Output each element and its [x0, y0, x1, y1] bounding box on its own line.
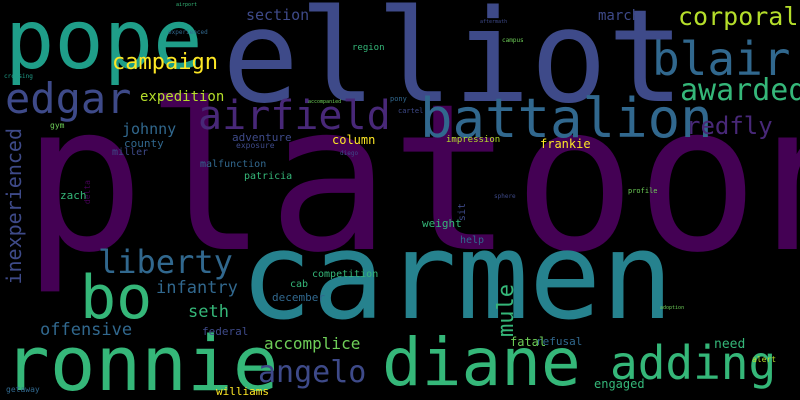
word-inexperienced: inexperienced [2, 128, 26, 285]
word-corporal: corporal [678, 2, 799, 31]
word-airfield: airfield [198, 93, 391, 139]
word-campus: campus [502, 37, 524, 44]
word-pony: pony [390, 95, 407, 103]
word-malfunction: malfunction [200, 159, 267, 170]
word-cartel: cartel [398, 107, 424, 115]
word-accompanied: accompanied [308, 99, 342, 105]
word-expedition: expedition [140, 89, 225, 105]
word-edgar: edgar [5, 74, 132, 123]
word-cab: cab [290, 279, 309, 290]
word-williams: williams [216, 385, 269, 398]
word-section: section [246, 6, 310, 24]
word-december: december [272, 291, 325, 304]
word-miller: miller [112, 147, 149, 158]
word-need: need [714, 337, 746, 352]
word-diego: diego [340, 150, 359, 157]
word-crossing: crossing [4, 73, 33, 80]
word-mule: mule [494, 284, 519, 337]
word-elliot: elliot [222, 0, 685, 132]
word-carmen: carmen [240, 208, 674, 347]
word-experienced: experienced [168, 29, 208, 36]
word-airport: airport [176, 2, 198, 8]
word-offensive: offensive [40, 320, 133, 340]
word-bo: bo [80, 263, 153, 333]
word-battalion: battalion [420, 87, 713, 150]
word-profile: profile [628, 187, 658, 195]
word-accomplice: accomplice [264, 334, 361, 353]
word-platoon: platoon [22, 61, 800, 298]
word-campaign: campaign [112, 50, 218, 75]
word-ronnie: ronnie [4, 319, 279, 400]
word-federal: federal [202, 325, 249, 338]
word-region: region [352, 43, 385, 53]
word-gym: gym [50, 121, 65, 130]
word-zach: zach [60, 189, 87, 202]
word-adventure: adventure [232, 131, 292, 144]
word-sphere: sphere [494, 193, 516, 200]
word-competition: competition [312, 269, 379, 280]
word-liberty: liberty [98, 243, 233, 281]
word-alert: alert [752, 355, 777, 364]
word-exposure: exposure [236, 141, 275, 150]
word-diane: diane [382, 324, 581, 400]
word-aftermath: aftermath [480, 19, 508, 25]
word-column: column [332, 133, 376, 147]
word-getaway: getaway [6, 385, 40, 394]
word-frankie: frankie [540, 137, 591, 151]
word-pope: pope [5, 0, 203, 88]
word-awarded: awarded [680, 73, 800, 108]
word-johnny: johnny [122, 120, 177, 138]
word-seth: seth [188, 302, 229, 322]
word-impression: impression [446, 135, 501, 145]
word-fatal: fatal [510, 335, 547, 349]
word-march: march [598, 8, 641, 24]
word-engaged: engaged [594, 377, 645, 391]
word-refusal: refusal [536, 335, 583, 348]
word-patricia: patricia [244, 171, 293, 182]
word-infantry: infantry [156, 278, 238, 298]
word-adoption: adoption [660, 305, 685, 311]
word-help: help [460, 235, 485, 246]
word-weight: weight [422, 217, 462, 230]
word-redfly: redfly [686, 112, 773, 140]
word-adding: adding [610, 336, 777, 390]
word-blair: blair [652, 32, 791, 86]
word-county: county [124, 137, 164, 150]
word-angelo: angelo [258, 355, 367, 390]
